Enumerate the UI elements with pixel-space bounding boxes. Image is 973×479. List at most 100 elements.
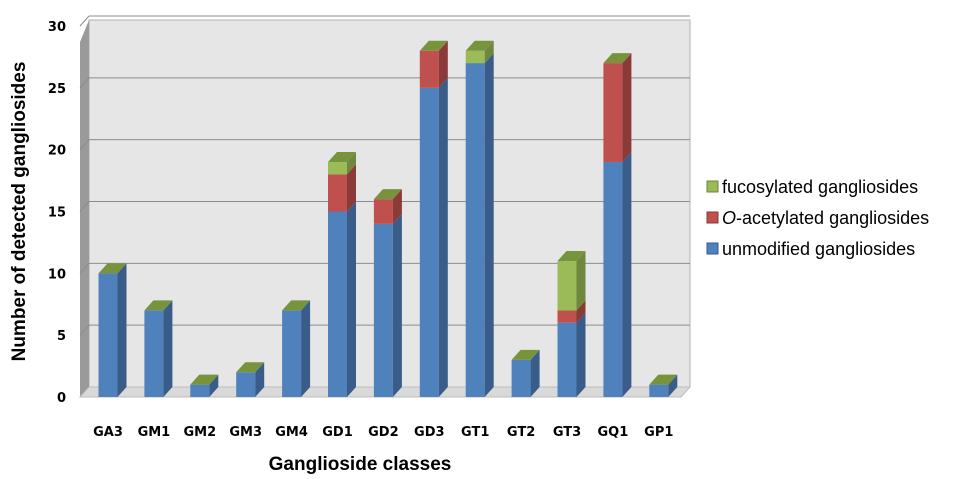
bar-side (668, 374, 678, 397)
bar-top (373, 189, 402, 200)
x-tick-label: GM2 (183, 425, 216, 440)
y-axis-title: Number of detected gangliosides (9, 62, 30, 362)
bar-group-GM4 (282, 300, 311, 397)
bar-side (576, 250, 586, 311)
bar-side (438, 40, 448, 88)
bar-GD3-o-acetylated-gangliosides (419, 50, 439, 88)
gridline-side (79, 201, 90, 212)
bar-group-GT3 (557, 250, 586, 397)
bar-side (484, 53, 494, 397)
bar-GA3-unmodified-gangliosides (98, 273, 118, 397)
bar-group-GM3 (236, 362, 265, 397)
x-tick-label: GM4 (275, 425, 308, 440)
bar-side (484, 40, 494, 64)
bar-GM1-unmodified-gangliosides (144, 310, 164, 397)
bar-side (347, 152, 356, 175)
x-tick-label: GM1 (138, 425, 171, 440)
legend-item-fucosylated-gangliosides: fucosylated gangliosides (706, 177, 918, 197)
gridline-side (79, 262, 90, 274)
bar-side (301, 300, 311, 397)
legend: fucosylated gangliosides O-acetylated gan… (706, 177, 929, 259)
legend-item-o-acetylated-gangliosides: O-acetylated gangliosides (706, 208, 929, 228)
bar-top (190, 374, 219, 385)
bar-GT1-fucosylated-gangliosides (465, 50, 485, 64)
bar-side (117, 263, 127, 397)
bar-GT3-unmodified-gangliosides (557, 322, 577, 397)
bar-GM2-unmodified-gangliosides (190, 384, 210, 397)
bar-side (392, 213, 402, 397)
x-tick-label: GQ1 (598, 425, 629, 440)
bar-side (392, 189, 402, 224)
bar-side (576, 300, 586, 323)
gridline-side (79, 15, 90, 27)
bar-group-GT1 (465, 40, 494, 397)
bar-top (282, 300, 311, 311)
y-tick-label: 30 (48, 20, 66, 35)
x-tick-label: GA3 (93, 425, 123, 440)
bar-group-GD2 (373, 189, 402, 397)
bar-top (419, 40, 448, 51)
x-tick-label: GD2 (368, 425, 399, 440)
bar-side (576, 312, 586, 397)
bar-side (622, 152, 632, 397)
y-tick-label: 20 (48, 144, 66, 159)
y-tick-label: 15 (48, 206, 66, 221)
legend-swatch (706, 242, 719, 255)
bars (98, 40, 678, 397)
bar-side (163, 300, 173, 397)
gridline-side (79, 324, 90, 336)
bar-GD1-unmodified-gangliosides (328, 211, 347, 397)
bar-side (347, 201, 356, 397)
legend-label: fucosylated gangliosides (722, 177, 918, 197)
x-tick-label: GT2 (507, 425, 535, 440)
bar-GQ1-o-acetylated-gangliosides (603, 63, 623, 163)
bar-group-GT2 (511, 349, 540, 397)
bar-top (98, 263, 127, 274)
bar-group-GD3 (419, 40, 448, 397)
bar-GM3-unmodified-gangliosides (236, 372, 256, 397)
bar-GT1-unmodified-gangliosides (465, 63, 485, 397)
bar-GT3-o-acetylated-gangliosides (557, 310, 577, 323)
gridline-side (79, 77, 90, 89)
bar-top (603, 53, 632, 64)
bar-side (438, 77, 448, 397)
legend-label: O-acetylated gangliosides (722, 208, 929, 228)
bar-top (328, 152, 356, 163)
bar-GD3-unmodified-gangliosides (419, 87, 439, 397)
bar-side (530, 349, 540, 397)
bar-top (649, 374, 678, 385)
legend-swatch (706, 211, 719, 224)
y-tick-label: 25 (48, 82, 66, 97)
bar-side (255, 362, 265, 397)
bar-group-GM1 (144, 300, 173, 397)
bar-group-GP1 (649, 374, 678, 397)
bar-group-GA3 (98, 263, 127, 397)
bar-GT3-fucosylated-gangliosides (557, 260, 577, 311)
x-tick-label: GM3 (229, 425, 262, 440)
bar-top (236, 362, 265, 373)
bar-GT2-unmodified-gangliosides (511, 359, 531, 397)
bar-top (511, 349, 540, 360)
bar-group-GD1 (328, 152, 356, 397)
x-tick-label: GT3 (553, 425, 581, 440)
bar-top (144, 300, 173, 311)
x-tick-label: GD3 (414, 425, 445, 440)
x-axis-title: Ganglioside classes (269, 454, 452, 475)
bar-group-GQ1 (603, 53, 632, 397)
bar-GD2-unmodified-gangliosides (373, 223, 393, 397)
bar-top (465, 40, 494, 51)
bar-GM4-unmodified-gangliosides (282, 310, 302, 397)
bar-side (347, 164, 356, 212)
x-tick-label: GD1 (322, 425, 353, 440)
legend-swatch (706, 180, 719, 193)
x-tick-label: GP1 (644, 425, 673, 440)
y-tick-label: 5 (57, 329, 66, 344)
bar-GD1-fucosylated-gangliosides (328, 162, 347, 175)
legend-item-unmodified-gangliosides: unmodified gangliosides (706, 239, 915, 259)
bar-side (209, 374, 219, 397)
bar-group-GM2 (190, 374, 219, 397)
x-tick-label: GT1 (461, 425, 489, 440)
y-tick-label: 10 (48, 267, 66, 282)
legend-label: unmodified gangliosides (722, 239, 915, 259)
